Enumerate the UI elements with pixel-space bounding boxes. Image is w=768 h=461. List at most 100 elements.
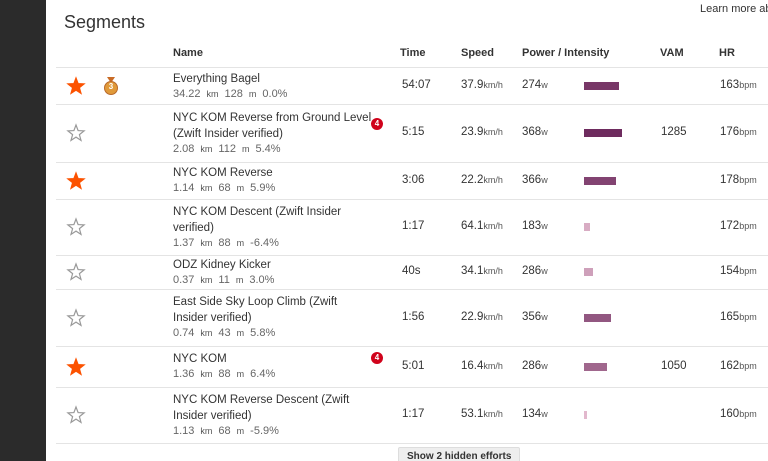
time: 1:56 — [402, 311, 424, 323]
hr-unit: bpm — [739, 174, 757, 185]
intensity-bar — [584, 129, 622, 137]
segment-stats: 34.22 km 128 m 0.0% — [173, 87, 373, 102]
hr: 160bpm — [720, 408, 757, 420]
vam: 1050 — [661, 360, 687, 372]
segment-name-block: NYC KOM Reverse 1.14 km 68 m 5.9% — [173, 162, 373, 199]
stat-unit: m — [235, 274, 244, 285]
segment-name-block: Everything Bagel 34.22 km 128 m 0.0% — [173, 68, 373, 104]
stat-value: 43 — [218, 327, 231, 339]
power: 356w — [522, 311, 548, 323]
power: 286w — [522, 265, 548, 277]
intensity-bar — [584, 268, 593, 276]
time: 1:17 — [402, 408, 424, 420]
intensity-bar — [584, 176, 616, 185]
star-toggle[interactable] — [66, 170, 86, 191]
star-toggle[interactable] — [66, 76, 86, 96]
divider — [56, 104, 768, 105]
time: 1:17 — [402, 220, 424, 232]
star-toggle[interactable] — [66, 217, 86, 237]
effort-badge: 4 — [371, 118, 383, 130]
speed: 34.1km/h — [461, 265, 503, 277]
segment-name[interactable]: Everything Bagel — [173, 72, 260, 85]
divider — [56, 443, 768, 444]
segment-name[interactable]: NYC KOM — [173, 353, 227, 365]
hr-unit: bpm — [739, 360, 757, 371]
time: 54:07 — [402, 79, 431, 91]
segment-name[interactable]: NYC KOM Reverse Descent (Zwift Insider v… — [173, 393, 350, 422]
segment-stats: 1.36 km 88 m 6.4% — [173, 367, 373, 382]
stat-unit: km — [200, 143, 213, 154]
time-value: 5:01 — [402, 359, 425, 372]
star-toggle[interactable] — [66, 405, 86, 425]
stat-unit: km — [200, 328, 213, 338]
stat: 0.37 km — [173, 274, 212, 286]
power-unit: w — [541, 360, 548, 371]
stat: 34.22 km — [173, 88, 219, 100]
star-toggle[interactable] — [66, 123, 86, 143]
hr: 163bpm — [720, 79, 757, 91]
stat-value: 1.14 — [173, 182, 195, 194]
hr-unit: bpm — [739, 409, 757, 419]
hr: 172bpm — [720, 220, 757, 232]
speed-value: 22.9 — [461, 310, 484, 323]
stat-value: 128 — [224, 87, 243, 100]
vam-value: 1050 — [661, 359, 687, 372]
speed-unit: km/h — [483, 409, 503, 419]
divider — [56, 67, 768, 68]
stat: 1.14 km — [173, 182, 212, 194]
star-toggle[interactable] — [66, 356, 86, 377]
hr-value: 154 — [720, 265, 740, 277]
divider — [56, 346, 768, 347]
time: 3:06 — [402, 174, 424, 186]
power-unit: w — [541, 266, 548, 276]
segment-stats: 1.37 km 88 m -6.4% — [173, 236, 373, 251]
power: 134w — [522, 408, 548, 420]
hr: 162bpm — [720, 360, 757, 372]
star-icon — [66, 170, 86, 190]
segment-name[interactable]: NYC KOM Reverse from Ground Level (Zwift… — [173, 111, 372, 140]
segment-name-block: ODZ Kidney Kicker 0.37 km 11 m 3.0% — [173, 255, 373, 289]
time: 5:01 — [402, 360, 424, 372]
stat-unit: m — [236, 369, 245, 379]
stat: 88 m — [218, 368, 244, 380]
stat-unit: m — [236, 237, 245, 248]
stat-value: 1.13 — [173, 424, 195, 437]
time-value: 40s — [402, 265, 421, 277]
star-icon — [66, 123, 86, 142]
stat: 112 m — [218, 143, 249, 155]
stat-unit: m — [248, 88, 257, 99]
segments-card: Segments Learn more ab Name Time Speed P… — [46, 0, 768, 461]
segment-stats: 0.37 km 11 m 3.0% — [173, 273, 373, 288]
divider — [56, 199, 768, 200]
speed: 22.2km/h — [461, 174, 503, 186]
speed-unit: km/h — [483, 174, 503, 185]
show-hidden-button[interactable]: Show 2 hidden efforts — [398, 447, 521, 461]
segment-name[interactable]: NYC KOM Reverse — [173, 167, 273, 179]
segment-name-block: NYC KOM Reverse Descent (Zwift Insider v… — [173, 387, 373, 443]
segment-name[interactable]: NYC KOM Descent (Zwift Insider verified) — [173, 205, 342, 234]
star-icon — [66, 356, 86, 376]
stat: 88 m — [218, 237, 244, 249]
hr-value: 160 — [720, 408, 740, 420]
hr-value: 163 — [720, 79, 740, 91]
segment-name[interactable]: ODZ Kidney Kicker — [173, 258, 271, 271]
hr: 165bpm — [720, 311, 757, 323]
stat-value: 0.37 — [173, 273, 195, 286]
speed-value: 64.1 — [461, 220, 484, 232]
hr-value: 172 — [720, 220, 740, 232]
star-toggle[interactable] — [66, 262, 86, 282]
hr: 178bpm — [720, 174, 757, 186]
learn-more-link[interactable]: Learn more ab — [700, 3, 768, 15]
stat: 2.08 km — [173, 143, 212, 155]
segment-stats: 1.14 km 68 m 5.9% — [173, 181, 373, 196]
col-header: Speed — [461, 47, 495, 59]
intensity-bar — [584, 313, 611, 322]
segment-name[interactable]: East Side Sky Loop Climb (Zwift Insider … — [173, 296, 338, 324]
power-unit: w — [541, 174, 548, 185]
stat-value: 88 — [218, 368, 231, 380]
hr-unit: bpm — [739, 127, 757, 137]
hr: 176bpm — [720, 126, 757, 138]
star-toggle[interactable] — [66, 307, 86, 328]
stat-unit: km — [200, 425, 213, 436]
hr-value: 162 — [720, 359, 740, 372]
